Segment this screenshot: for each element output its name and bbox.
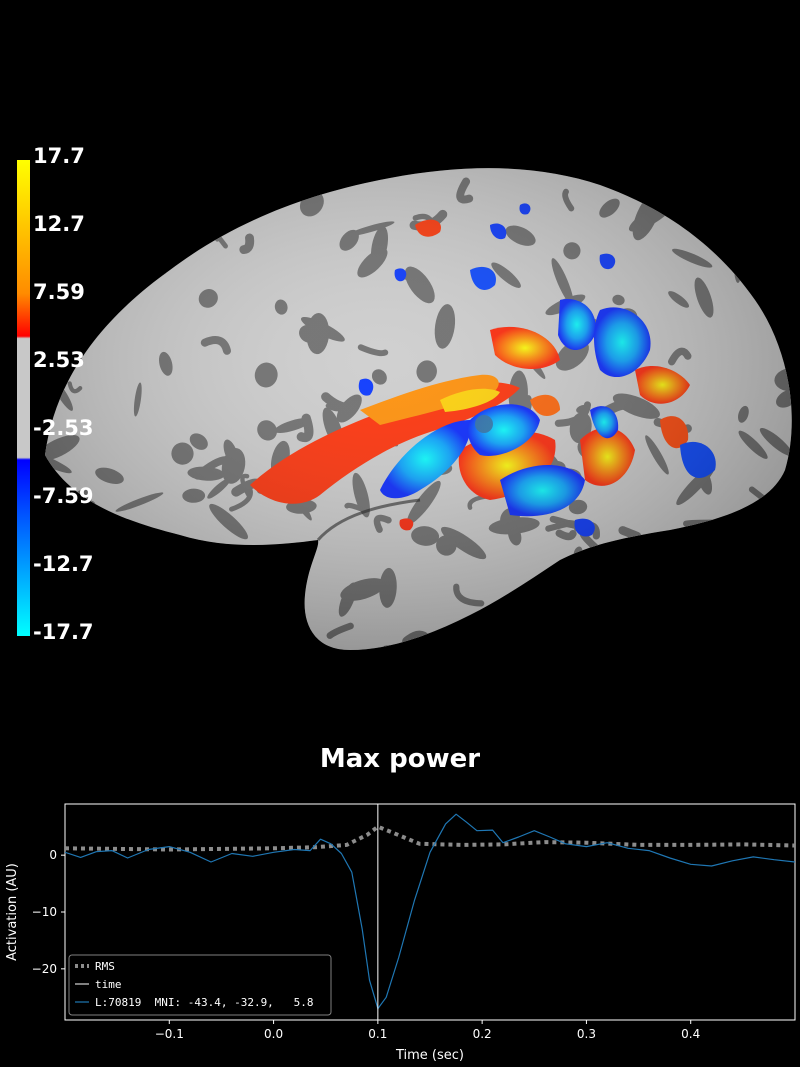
x-axis-label: Time (sec) bbox=[395, 1048, 464, 1063]
plot-title: Max power bbox=[319, 744, 481, 774]
legend: RMS time L:70819 MNI: -43.4, -32.9, 5.8 bbox=[68, 954, 332, 1016]
colorbar-label-4: -2.53 bbox=[33, 416, 94, 440]
sulcus-patch bbox=[721, 534, 764, 558]
colorbar-label-7: -17.7 bbox=[33, 620, 94, 644]
sulcus-patch bbox=[673, 589, 708, 622]
sulcus-patch bbox=[755, 626, 767, 639]
sulcus-patch bbox=[669, 194, 688, 220]
sulcus-stroke bbox=[719, 574, 734, 597]
sulcus-patch bbox=[588, 587, 600, 603]
sulcus-patch bbox=[635, 584, 653, 606]
sulcus-patch bbox=[706, 617, 739, 639]
colorbar-label-2: 7.59 bbox=[33, 280, 85, 304]
colorbar-label-6: -12.7 bbox=[33, 552, 94, 576]
sulcus-patch bbox=[689, 553, 706, 575]
y-tick-label: −20 bbox=[32, 962, 57, 976]
sulcus-patch bbox=[168, 562, 193, 589]
sulcus-stroke bbox=[45, 183, 66, 208]
sulcus-patch bbox=[568, 588, 606, 614]
sulcus-patch bbox=[160, 191, 179, 216]
sulcus-patch bbox=[153, 558, 175, 600]
sulcus-patch bbox=[128, 233, 143, 249]
rms-series-line bbox=[65, 824, 795, 852]
sulcus-patch bbox=[674, 556, 723, 577]
x-tick-label: 0.4 bbox=[681, 1027, 700, 1041]
x-tick-label: 0.3 bbox=[577, 1027, 596, 1041]
sulcus-patch bbox=[566, 621, 588, 650]
sulcus-patch bbox=[732, 552, 750, 569]
sulcus-stroke bbox=[748, 210, 770, 226]
y-tick-label: 0 bbox=[49, 848, 57, 862]
sulcus-patch bbox=[515, 606, 533, 627]
brain-hemisphere bbox=[45, 156, 792, 650]
legend-label: time bbox=[95, 978, 122, 991]
sulcus-patch bbox=[638, 565, 652, 577]
sulcus-stroke bbox=[170, 579, 193, 602]
colorbar bbox=[17, 160, 30, 636]
sulcus-stroke bbox=[696, 219, 712, 236]
sulcus-patch bbox=[45, 527, 78, 550]
x-tick-label: 0.1 bbox=[368, 1027, 387, 1041]
sulcus-stroke bbox=[327, 168, 340, 177]
sulcus-patch bbox=[715, 585, 766, 612]
sulcus-patch bbox=[250, 634, 303, 650]
sulcus-patch bbox=[759, 538, 784, 577]
sulcus-patch bbox=[223, 571, 242, 623]
sulcus-stroke bbox=[666, 583, 678, 595]
colorbar-label-5: -7.59 bbox=[33, 484, 94, 508]
plot-area: −0.1 0.0 0.1 0.2 0.3 0.4 0 −10 −20 Time (sec) Acti… bbox=[5, 803, 796, 1063]
sulcus-patch bbox=[616, 627, 632, 637]
legend-box bbox=[68, 954, 332, 1016]
sulcus-stroke bbox=[45, 180, 63, 209]
sulcus-patch bbox=[703, 217, 736, 229]
brain-shading bbox=[45, 168, 792, 650]
colorbar-label-0: 17.7 bbox=[33, 144, 85, 168]
y-tick-label: −10 bbox=[32, 905, 57, 919]
sulcus-patch bbox=[682, 625, 707, 650]
x-tick-label: −0.1 bbox=[155, 1027, 184, 1041]
sulcus-patch bbox=[583, 616, 619, 650]
x-tick-label: 0.2 bbox=[473, 1027, 492, 1041]
sulcus-patch bbox=[732, 574, 778, 608]
x-tick-label: 0.0 bbox=[264, 1027, 283, 1041]
sulcus-stroke bbox=[204, 569, 221, 599]
sulcus-stroke bbox=[47, 181, 64, 207]
legend-label: RMS bbox=[95, 960, 115, 973]
vertex-series-line bbox=[65, 813, 795, 1010]
sulcus-stroke bbox=[307, 637, 332, 650]
sulcus-patch bbox=[255, 646, 266, 650]
sulcus-patch bbox=[473, 621, 491, 641]
sulcus-patch bbox=[639, 604, 692, 624]
sulcus-patch bbox=[731, 168, 749, 173]
y-axis-label: Activation (AU) bbox=[5, 863, 20, 961]
sulcus-patch bbox=[556, 599, 577, 610]
sulcus-patch bbox=[682, 552, 702, 575]
sulcus-stroke bbox=[382, 645, 398, 650]
sulcus-patch bbox=[568, 619, 599, 647]
timecourse-chart[interactable]: −0.1 0.0 0.1 0.2 0.3 0.4 0 −10 −20 Time (sec) Acti… bbox=[0, 780, 800, 1067]
legend-label: L:70819 MNI: -43.4, -32.9, 5.8 bbox=[95, 996, 314, 1009]
colorbar-label-3: 2.53 bbox=[33, 348, 85, 372]
sulcus-patch bbox=[398, 644, 413, 650]
sulcus-stroke bbox=[655, 156, 669, 165]
sulcus-stroke bbox=[119, 517, 136, 533]
brain-surface-view[interactable] bbox=[0, 0, 800, 700]
colorbar-label-1: 12.7 bbox=[33, 212, 85, 236]
